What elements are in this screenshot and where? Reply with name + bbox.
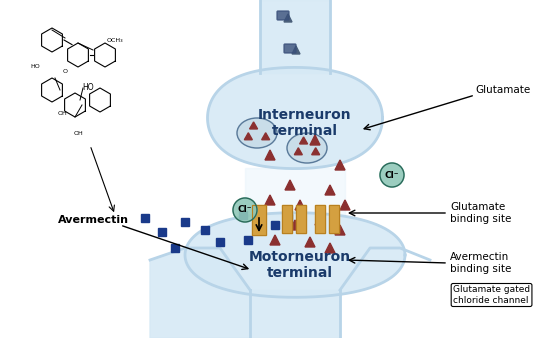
Bar bbox=[329, 205, 339, 233]
Polygon shape bbox=[292, 46, 300, 54]
Bar bbox=[252, 205, 266, 235]
Polygon shape bbox=[310, 135, 320, 145]
Text: Avermectin
binding site: Avermectin binding site bbox=[450, 252, 511, 274]
Bar bbox=[256, 226, 264, 234]
Polygon shape bbox=[325, 243, 335, 253]
Bar bbox=[282, 205, 292, 233]
Circle shape bbox=[233, 198, 257, 222]
Polygon shape bbox=[340, 200, 350, 210]
Text: O: O bbox=[62, 69, 68, 74]
Bar bbox=[216, 238, 224, 246]
Bar bbox=[252, 205, 266, 235]
Bar bbox=[239, 211, 247, 219]
Polygon shape bbox=[244, 133, 252, 140]
FancyBboxPatch shape bbox=[277, 11, 289, 20]
Text: Glutamate
binding site: Glutamate binding site bbox=[450, 202, 511, 224]
Polygon shape bbox=[245, 168, 345, 215]
Bar bbox=[141, 214, 149, 222]
Bar bbox=[284, 214, 292, 222]
Bar bbox=[271, 221, 279, 229]
Ellipse shape bbox=[287, 133, 327, 163]
Ellipse shape bbox=[237, 118, 277, 148]
Text: HO: HO bbox=[82, 83, 94, 92]
Polygon shape bbox=[290, 220, 300, 230]
Polygon shape bbox=[285, 180, 295, 190]
Polygon shape bbox=[255, 215, 265, 225]
Bar bbox=[201, 226, 209, 234]
Polygon shape bbox=[335, 160, 345, 170]
Text: Glutamate gated
chloride channel: Glutamate gated chloride channel bbox=[453, 285, 530, 305]
Text: Glutamate: Glutamate bbox=[475, 85, 530, 95]
FancyBboxPatch shape bbox=[284, 44, 296, 53]
Text: OCH₃: OCH₃ bbox=[107, 38, 123, 43]
Polygon shape bbox=[312, 148, 320, 155]
Bar bbox=[329, 205, 339, 233]
Polygon shape bbox=[294, 148, 302, 155]
Polygon shape bbox=[300, 137, 307, 144]
Polygon shape bbox=[325, 185, 335, 195]
Bar bbox=[315, 205, 325, 233]
Bar bbox=[158, 228, 166, 236]
Polygon shape bbox=[284, 14, 292, 22]
Polygon shape bbox=[185, 213, 405, 297]
Text: OH: OH bbox=[73, 131, 83, 136]
Bar bbox=[296, 205, 306, 233]
Polygon shape bbox=[335, 225, 345, 235]
Polygon shape bbox=[260, 0, 330, 73]
Circle shape bbox=[380, 163, 404, 187]
Bar bbox=[244, 236, 252, 244]
Text: Avermectin: Avermectin bbox=[57, 215, 128, 225]
Bar bbox=[171, 244, 179, 252]
Polygon shape bbox=[265, 150, 275, 160]
Polygon shape bbox=[249, 122, 258, 129]
Polygon shape bbox=[270, 235, 280, 245]
Bar bbox=[315, 205, 325, 233]
Polygon shape bbox=[295, 200, 305, 210]
Polygon shape bbox=[150, 248, 250, 338]
Text: Interneuron
terminal: Interneuron terminal bbox=[258, 108, 352, 138]
Bar bbox=[282, 205, 292, 233]
Polygon shape bbox=[250, 290, 340, 338]
Polygon shape bbox=[265, 195, 275, 205]
Polygon shape bbox=[305, 237, 315, 247]
Bar bbox=[181, 218, 189, 226]
Polygon shape bbox=[262, 133, 270, 140]
Text: Motorneuron
terminal: Motorneuron terminal bbox=[249, 250, 351, 280]
Text: HO: HO bbox=[30, 64, 40, 69]
Text: OH: OH bbox=[57, 111, 67, 116]
Polygon shape bbox=[208, 67, 382, 169]
Text: Cl⁻: Cl⁻ bbox=[238, 206, 252, 215]
Bar bbox=[296, 205, 306, 233]
Polygon shape bbox=[315, 215, 325, 225]
Text: Cl⁻: Cl⁻ bbox=[385, 170, 400, 179]
